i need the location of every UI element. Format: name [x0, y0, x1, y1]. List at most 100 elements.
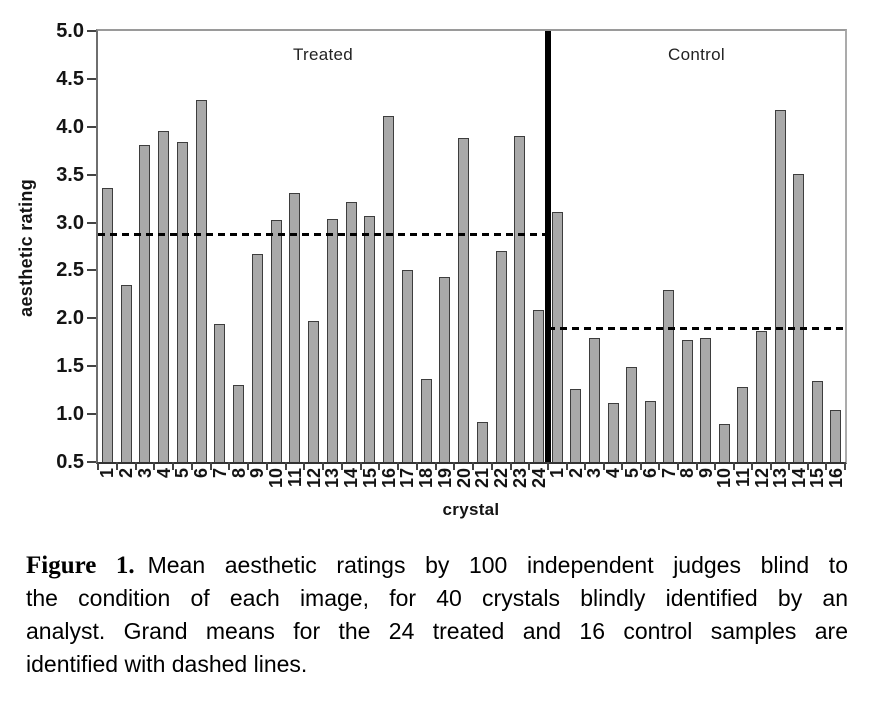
bar-control-7	[663, 289, 675, 462]
x-axis-tick	[190, 462, 193, 470]
y-axis-tick	[87, 77, 96, 80]
bar-treated-24	[533, 309, 545, 462]
bar-treated-1	[101, 188, 113, 462]
y-tick-label: 4.0	[56, 115, 84, 138]
x-tick-label-control-3: 3	[584, 468, 605, 479]
bar-control-9	[700, 337, 712, 462]
x-axis-tick	[322, 462, 324, 470]
y-axis-tick	[87, 125, 96, 128]
x-tick-label-treated-14: 14	[341, 468, 362, 489]
bar-treated-20	[458, 138, 470, 462]
grand-mean-line-treated	[98, 232, 548, 236]
y-axis-tick	[87, 30, 96, 32]
x-tick-label-treated-23: 23	[509, 468, 530, 489]
y-axis-tick	[87, 317, 96, 320]
x-tick-label-control-6: 6	[640, 468, 661, 479]
x-axis-tick	[844, 462, 846, 470]
bar-treated-12	[308, 321, 320, 462]
x-axis-tick	[676, 462, 679, 470]
x-tick-label-control-10: 10	[714, 468, 735, 489]
x-tick-label-treated-13: 13	[322, 468, 343, 489]
grand-mean-line-control	[548, 327, 845, 331]
x-axis-tick	[547, 462, 549, 470]
bar-control-6	[644, 400, 656, 462]
figure-caption: Figure 1. Mean aesthetic ratings by 100 i…	[0, 549, 874, 681]
section-label-control: Control	[668, 45, 725, 64]
bar-treated-7	[214, 324, 226, 462]
x-axis-tick	[602, 462, 605, 470]
y-tick-label: 3.0	[56, 211, 84, 234]
x-tick-label-control-8: 8	[677, 468, 698, 479]
bar-treated-6	[195, 100, 207, 462]
x-tick-label-control-14: 14	[788, 468, 809, 489]
bar-control-15	[811, 380, 823, 462]
bar-control-12	[756, 330, 767, 462]
x-tick-label-control-2: 2	[565, 468, 586, 479]
x-axis-tick	[303, 462, 306, 470]
bar-control-4	[607, 402, 619, 462]
bar-treated-22	[495, 251, 507, 462]
x-tick-label-treated-5: 5	[172, 468, 193, 479]
x-axis-tick	[472, 462, 474, 470]
y-tick-label: 1.5	[56, 355, 84, 378]
x-axis-tick	[340, 462, 343, 470]
y-axis-tick	[87, 221, 96, 224]
bar-control-14	[793, 173, 805, 462]
x-axis-tick	[584, 462, 587, 470]
bar-control-10	[718, 423, 730, 462]
x-tick-label-control-7: 7	[658, 468, 679, 479]
x-tick-label-treated-2: 2	[116, 468, 137, 479]
x-tick-label-treated-12: 12	[303, 468, 324, 489]
x-tick-label-control-15: 15	[807, 468, 828, 489]
x-axis-tick	[751, 462, 754, 470]
x-tick-label-control-13: 13	[770, 468, 790, 489]
y-tick-label: 5.0	[56, 20, 84, 42]
bar-treated-23	[514, 136, 526, 462]
y-axis-tick	[87, 365, 96, 368]
x-axis-tick	[209, 462, 212, 470]
bar-treated-18	[420, 378, 432, 462]
x-tick-label-treated-11: 11	[284, 468, 305, 488]
x-axis-tick	[806, 462, 809, 470]
bar-treated-21	[476, 421, 488, 462]
caption-line: the condition of each image, for 40 crys…	[26, 585, 848, 611]
figure-caption-label: Figure 1.	[26, 552, 135, 579]
bar-control-11	[737, 387, 749, 462]
bar-treated-17	[401, 270, 413, 462]
bar-treated-4	[158, 130, 170, 462]
bar-treated-13	[326, 218, 338, 462]
y-axis-tick	[87, 173, 96, 176]
x-axis-tick	[769, 462, 772, 470]
y-tick-label: 4.5	[56, 67, 84, 90]
bar-control-2	[570, 389, 582, 462]
caption-line: Figure 1. Mean aesthetic ratings by 100 i…	[26, 549, 848, 582]
bar-treated-16	[383, 116, 395, 462]
x-tick-label-treated-1: 1	[97, 468, 118, 479]
x-tick-label-control-12: 12	[751, 468, 772, 489]
x-tick-label-treated-17: 17	[397, 468, 418, 489]
bar-control-1	[551, 212, 563, 462]
x-tick-label-control-5: 5	[621, 468, 642, 479]
x-axis-tick	[284, 462, 287, 470]
x-tick-label-control-1: 1	[547, 468, 568, 479]
x-tick-label-control-4: 4	[603, 468, 623, 479]
bar-treated-5	[176, 142, 188, 462]
x-axis-tick	[134, 462, 137, 470]
caption-line: analyst. Grand means for the 24 treated …	[26, 618, 848, 644]
x-axis-tick	[509, 462, 512, 470]
x-axis-tick	[378, 462, 381, 470]
x-tick-label-treated-8: 8	[228, 468, 249, 479]
x-axis-tick	[714, 462, 717, 470]
y-tick-label: 3.5	[56, 163, 84, 186]
x-tick-label-treated-16: 16	[378, 468, 399, 489]
x-axis-tick	[265, 462, 268, 470]
caption-line: identified with dashed lines.	[26, 651, 308, 677]
x-axis-tick	[490, 462, 493, 470]
bar-control-13	[774, 109, 786, 462]
x-tick-label-treated-15: 15	[359, 468, 380, 489]
bar-control-8	[681, 340, 693, 462]
x-tick-label-treated-10: 10	[266, 468, 287, 489]
y-tick-label: 1.0	[56, 403, 84, 426]
y-tick-label: 0.5	[56, 451, 84, 473]
